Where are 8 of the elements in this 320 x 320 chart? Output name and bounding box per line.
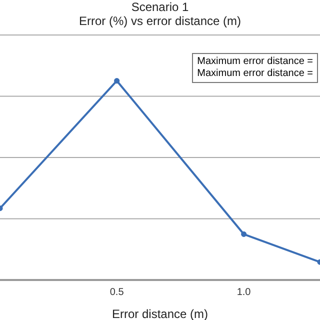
- text: Maximum error distance =: [197, 56, 313, 68]
- chart-title: Scenario 1: [130, 0, 190, 14]
- point: [241, 231, 247, 237]
- x-tick-label: 0.5: [110, 287, 124, 298]
- chart-subtitle: Error (%) vs error distance (m): [78, 14, 242, 28]
- text: Maximum error distance =: [197, 68, 313, 80]
- point: [114, 78, 120, 84]
- x-tick-label: 1.0: [236, 287, 252, 298]
